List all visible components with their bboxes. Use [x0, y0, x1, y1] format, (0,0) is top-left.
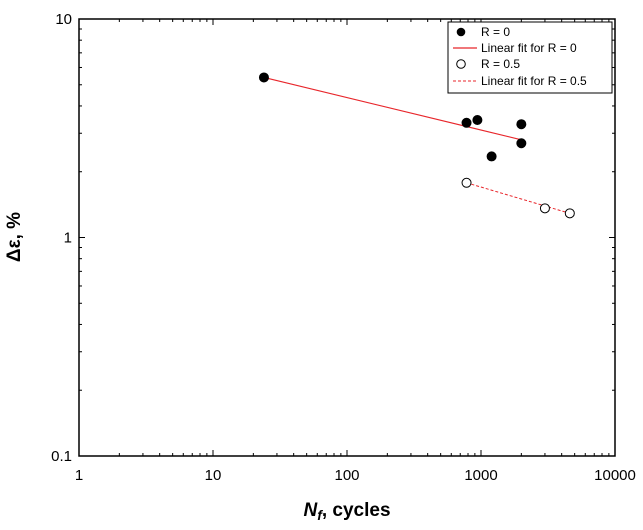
- fit-lines-layer: [263, 76, 570, 214]
- data-point-r0: [258, 72, 269, 83]
- data-point-r0: [472, 114, 483, 125]
- fit-line-r05: [466, 182, 570, 214]
- x-tick-label: 1: [75, 467, 83, 484]
- legend-label-series-4: Linear fit for R = 0.5: [481, 74, 587, 88]
- x-tick-label: 1000: [464, 467, 497, 484]
- y-axis-title: Δε, %: [4, 212, 25, 262]
- legend-label-series-2: Linear fit for R = 0: [481, 41, 577, 55]
- x-axis-title-subscript: f: [317, 507, 323, 523]
- x-axis-title-rest: , cycles: [322, 500, 391, 521]
- data-point-r05: [564, 208, 575, 219]
- y-tick-label: 10: [55, 11, 72, 28]
- y-tick-label: 0.1: [51, 448, 72, 465]
- fit-line-r0: [263, 76, 522, 141]
- x-tick-label: 100: [334, 467, 359, 484]
- legend-label-series-3: R = 0.5: [481, 57, 520, 71]
- legend-label-series-1: R = 0: [481, 25, 510, 39]
- data-point-r05: [539, 203, 550, 214]
- data-point-r0: [461, 117, 472, 128]
- points-layer: [258, 72, 575, 219]
- data-point-r0: [516, 138, 527, 149]
- legend-marker-filled-circle: [456, 27, 466, 37]
- y-tick-label: 1: [64, 230, 72, 247]
- x-tick-label: 10000: [594, 467, 636, 484]
- x-tick-label: 10: [205, 467, 222, 484]
- data-point-r05: [461, 177, 472, 188]
- legend: R = 0 Linear fit for R = 0 R = 0.5 Linea…: [447, 21, 613, 94]
- x-axis-title-main: N: [303, 500, 318, 521]
- data-point-r0: [516, 119, 527, 130]
- data-point-r0: [486, 151, 497, 162]
- x-axis-title: Nf, cycles: [303, 500, 390, 523]
- legend-marker-open-circle: [456, 59, 466, 69]
